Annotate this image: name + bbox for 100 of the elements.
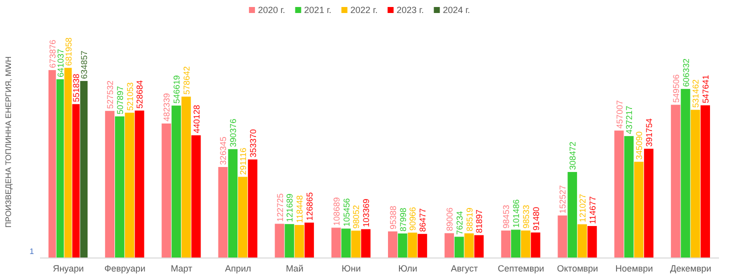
data-label: 76234: [454, 210, 464, 235]
data-label: 103369: [361, 198, 372, 228]
data-label: 634857: [79, 50, 90, 79]
data-label: 578642: [181, 66, 192, 95]
x-tick-label: Март: [170, 263, 192, 274]
data-label: 90966: [408, 206, 418, 231]
data-label: 681958: [63, 37, 74, 66]
data-label: 118448: [294, 194, 305, 223]
bar: [294, 224, 304, 258]
bar: [644, 148, 654, 258]
bar: [700, 105, 710, 258]
data-label: 308472: [568, 141, 578, 170]
bar: [228, 149, 238, 258]
bar: [284, 224, 294, 258]
legend-label: 2023 г.: [396, 5, 424, 15]
bar: [680, 88, 690, 258]
data-label: 91480: [530, 206, 541, 230]
bar: [408, 232, 418, 258]
x-tick-label: Август: [450, 263, 478, 274]
x-tick-label: Януари: [52, 263, 84, 274]
data-label: 551838: [71, 73, 82, 102]
bar: [670, 104, 680, 258]
bar: [331, 228, 341, 258]
data-label: 101486: [511, 199, 522, 228]
bar: [304, 222, 314, 258]
data-label: 95388: [388, 205, 398, 230]
x-tick-label: Юли: [398, 263, 418, 274]
x-tick-label: Декември: [670, 263, 712, 274]
bar: [238, 176, 248, 258]
bar: [558, 215, 568, 258]
bar: [520, 230, 530, 258]
bar: [274, 224, 284, 258]
data-label: 673876: [47, 39, 58, 68]
data-label: 98533: [520, 204, 531, 229]
x-tick-label: Юни: [342, 263, 361, 274]
data-label: 391754: [644, 118, 654, 147]
bar: [105, 110, 114, 258]
data-label: 122725: [274, 193, 285, 222]
data-label: 108689: [331, 197, 342, 226]
data-label: 482339: [162, 92, 172, 122]
bar: [578, 224, 587, 258]
bar: [501, 230, 511, 258]
bar: [341, 228, 351, 258]
bar: [172, 106, 181, 258]
y-axis-title: ПРОИЗВЕДЕНА ТОПЛИННА ЕНЕРГИЯ, MWH: [4, 56, 13, 228]
data-label: 291116: [238, 147, 248, 175]
data-label: 98453: [501, 204, 512, 229]
data-label: 606332: [680, 58, 691, 87]
data-label: 88519: [464, 207, 474, 232]
bar: [454, 236, 464, 258]
bar: [398, 233, 408, 258]
data-label: 641037: [55, 48, 66, 78]
data-label: 527532: [105, 80, 116, 109]
bar: [218, 167, 228, 258]
data-label: 531462: [690, 79, 701, 108]
data-label: 528684: [134, 80, 145, 109]
x-tick-label: Ноември: [615, 263, 653, 274]
x-tick-label: Април: [224, 263, 252, 274]
legend-label: 2020 г.: [258, 5, 286, 15]
bar: [418, 234, 428, 258]
bar: [530, 232, 540, 258]
bar: [181, 96, 191, 258]
data-label: 89006: [444, 207, 455, 232]
bar: [134, 110, 144, 258]
text: 1: [30, 247, 35, 256]
data-label: 152527: [558, 184, 568, 214]
data-label: 126865: [304, 192, 314, 221]
bar: [114, 116, 124, 258]
bar: [162, 124, 172, 258]
data-label: 457007: [614, 100, 624, 129]
x-tick-label: Февруари: [104, 263, 146, 274]
legend-label: 2022 г.: [350, 5, 378, 15]
bar: [124, 112, 134, 258]
data-label: 546619: [172, 74, 182, 104]
data-label: 81897: [474, 209, 484, 234]
data-label: 547641: [700, 74, 711, 104]
data-label: 437217: [624, 105, 634, 134]
bar: [464, 233, 474, 258]
data-label: 105456: [341, 198, 352, 227]
data-label: 440128: [191, 104, 202, 134]
bar: [690, 110, 700, 258]
data-label: 114677: [587, 196, 598, 224]
legend-label: 2024 г.: [442, 5, 470, 15]
x-tick-label: Май: [286, 263, 304, 274]
bar: [80, 80, 88, 258]
data-label: 87998: [398, 208, 408, 232]
bar: [568, 172, 578, 258]
bar: [444, 233, 454, 258]
bar: [474, 235, 484, 258]
x-tick-label: Октомври: [557, 263, 598, 274]
bar: [587, 226, 597, 258]
bar: [634, 162, 644, 258]
data-label: 353370: [248, 128, 258, 158]
x-tick-label: Септември: [498, 263, 544, 274]
data-label: 121689: [284, 193, 295, 222]
bar: [614, 130, 624, 258]
bar: [191, 135, 201, 258]
data-label: 390376: [228, 118, 238, 148]
data-label: 121027: [577, 194, 588, 222]
data-label: 521053: [124, 82, 135, 111]
